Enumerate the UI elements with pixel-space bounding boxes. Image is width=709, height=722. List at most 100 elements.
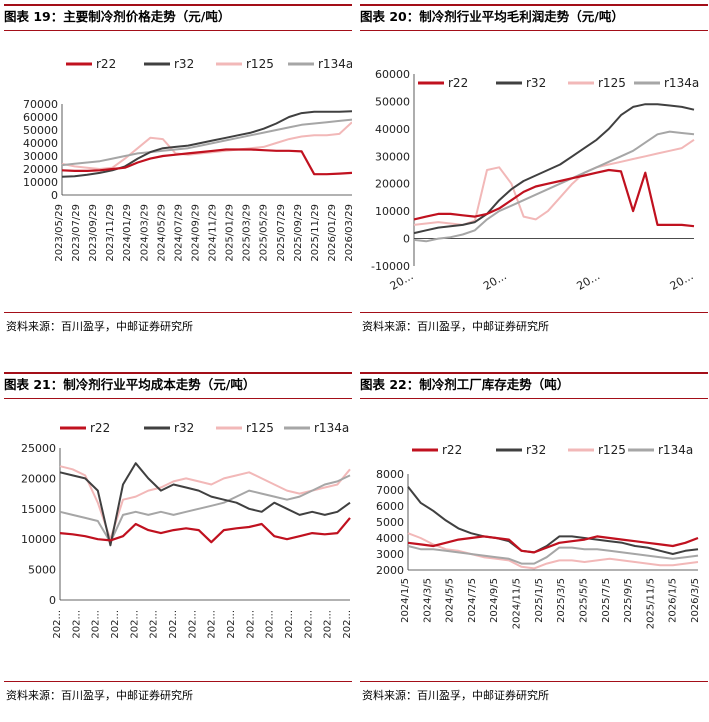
x-tick-label: 20... xyxy=(668,269,696,293)
x-tick-label: 2026/03/29 xyxy=(344,204,352,262)
y-tick-label: 3000 xyxy=(376,548,404,561)
x-tick-label: 2025/1/5 xyxy=(534,578,545,623)
title-rule xyxy=(360,4,708,6)
panel-chart-19: 图表 19：主要制冷剂价格走势（元/吨） r22 r32 r125 r134a 0 100… xyxy=(4,4,352,354)
y-tick-label: 0 xyxy=(49,594,56,607)
legend-label-r125: r125 xyxy=(246,421,274,435)
y-tick-label: 6000 xyxy=(376,500,404,513)
series-line-r22 xyxy=(59,517,351,544)
x-tick-label: 2025/01/29 xyxy=(225,204,236,262)
y-tick-label: 10000 xyxy=(375,205,410,218)
panel-chart-22: 图表 22：制冷剂工厂库存走势（吨） r22 r32 r125 r134a 2000 30… xyxy=(360,372,708,722)
source-label: 资料来源：百川盈孚，中邮证券研究所 xyxy=(362,689,549,702)
chart-21-svg: r22 r32 r125 r134a 0 5000 10000 15000 20000 25000… xyxy=(21,421,352,639)
series-line-r125 xyxy=(407,532,699,570)
y-tick-label: 0 xyxy=(403,233,410,246)
source-rule xyxy=(4,312,352,314)
series-line-r125 xyxy=(61,121,352,170)
y-tick-label: 20000 xyxy=(23,163,58,176)
y-tick-label: 5000 xyxy=(376,516,404,529)
x-tick-label: 2023/11/29 xyxy=(105,204,116,262)
x-tick-label: 2023/09/29 xyxy=(88,204,99,262)
x-tick-label: 202... xyxy=(91,610,102,639)
legend-label-r134a: r134a xyxy=(658,443,693,457)
x-tick-label: 2024/5/5 xyxy=(445,578,456,623)
source-rule xyxy=(4,681,352,683)
x-tick-label: 2025/11/5 xyxy=(645,578,656,629)
x-tick-label: 2025/7/5 xyxy=(601,578,612,623)
x-tick-label: 202... xyxy=(303,610,314,639)
x-tick-label: 2025/9/5 xyxy=(623,578,634,623)
series-line-r32 xyxy=(413,103,695,235)
x-tick-label: 20... xyxy=(481,269,509,293)
chart-19-svg: r22 r32 r125 r134a 0100002000030000400005000… xyxy=(23,57,352,262)
x-tick-label: 2024/11/5 xyxy=(512,578,523,629)
series-line-r134a xyxy=(413,130,695,243)
y-tick-label: 15000 xyxy=(21,503,56,516)
chart-title: 图表 20：制冷剂行业平均毛利润走势（元/吨） xyxy=(360,6,708,31)
y-tick-label: 10000 xyxy=(23,176,58,189)
x-tick-label: 2024/11/29 xyxy=(208,204,219,262)
legend-label-r125: r125 xyxy=(246,57,274,71)
x-tick-label: 2024/07/29 xyxy=(173,204,184,262)
legend-label-r125: r125 xyxy=(598,76,626,90)
y-tick-label: 0 xyxy=(51,189,58,202)
x-tick-label: 202... xyxy=(265,610,276,639)
x-tick-label: 2025/5/5 xyxy=(578,578,589,623)
legend-label-r134a: r134a xyxy=(664,76,699,90)
y-tick-label: 50000 xyxy=(23,124,58,137)
title-rule xyxy=(4,372,352,374)
legend-label-r22: r22 xyxy=(442,443,462,457)
legend-label-r134a: r134a xyxy=(318,57,352,71)
legend-label-r32: r32 xyxy=(526,76,546,90)
x-tick-label: 2024/09/29 xyxy=(190,204,201,262)
legend-label-r22: r22 xyxy=(96,57,116,71)
y-tick-label: 40000 xyxy=(23,137,58,150)
y-tick-label: 8000 xyxy=(376,468,404,481)
y-tick-label: 50000 xyxy=(375,95,410,108)
series-line-r32 xyxy=(407,486,699,555)
x-tick-label: 2024/01/29 xyxy=(122,204,133,262)
x-tick-label: 2024/05/29 xyxy=(156,204,167,262)
x-tick-label: 2025/09/29 xyxy=(293,204,304,262)
y-tick-label: 70000 xyxy=(23,98,58,111)
x-tick-label: 2025/07/29 xyxy=(276,204,287,262)
legend-label-r22: r22 xyxy=(448,76,468,90)
series-line-r125 xyxy=(59,465,351,541)
y-tick-label: -10000 xyxy=(371,260,410,273)
series-line-r32 xyxy=(61,110,352,178)
x-tick-label: 202... xyxy=(71,610,82,639)
x-tick-label: 202... xyxy=(342,610,352,639)
x-tick-label: 2026/01/29 xyxy=(327,204,338,262)
series-line-r32 xyxy=(59,462,351,547)
source-label: 资料来源：百川盈孚，中邮证券研究所 xyxy=(6,320,193,333)
title-rule xyxy=(4,4,352,6)
x-tick-label: 2026/1/5 xyxy=(668,578,679,623)
y-tick-label: 10000 xyxy=(21,533,56,546)
legend-label-r125: r125 xyxy=(598,443,626,457)
series-line-r22 xyxy=(61,148,352,176)
x-tick-label: 2025/03/29 xyxy=(242,204,253,262)
source-rule xyxy=(360,312,708,314)
y-tick-label: 30000 xyxy=(23,150,58,163)
y-tick-label: 60000 xyxy=(375,68,410,81)
x-tick-label: 202... xyxy=(207,610,218,639)
title-rule xyxy=(360,372,708,374)
x-tick-label: 202... xyxy=(129,610,140,639)
x-tick-label: 2025/3/5 xyxy=(556,578,567,623)
chart-title: 图表 19：主要制冷剂价格走势（元/吨） xyxy=(4,6,352,31)
legend-label-r32: r32 xyxy=(174,421,194,435)
x-tick-label: 202... xyxy=(187,610,198,639)
x-tick-label: 202... xyxy=(323,610,334,639)
series-line-r22 xyxy=(413,168,695,228)
x-tick-label: 202... xyxy=(52,610,63,639)
y-tick-label: 60000 xyxy=(23,111,58,124)
x-tick-label: 2024/3/5 xyxy=(422,578,433,623)
x-tick-label: 202... xyxy=(149,610,160,639)
x-tick-label: 202... xyxy=(284,610,295,639)
y-tick-label: 40000 xyxy=(375,123,410,136)
chart-title: 图表 22：制冷剂工厂库存走势（吨） xyxy=(360,374,708,399)
x-tick-label: 2024/03/29 xyxy=(139,204,150,262)
source-rule xyxy=(360,681,708,683)
series-line-r22 xyxy=(407,535,699,554)
